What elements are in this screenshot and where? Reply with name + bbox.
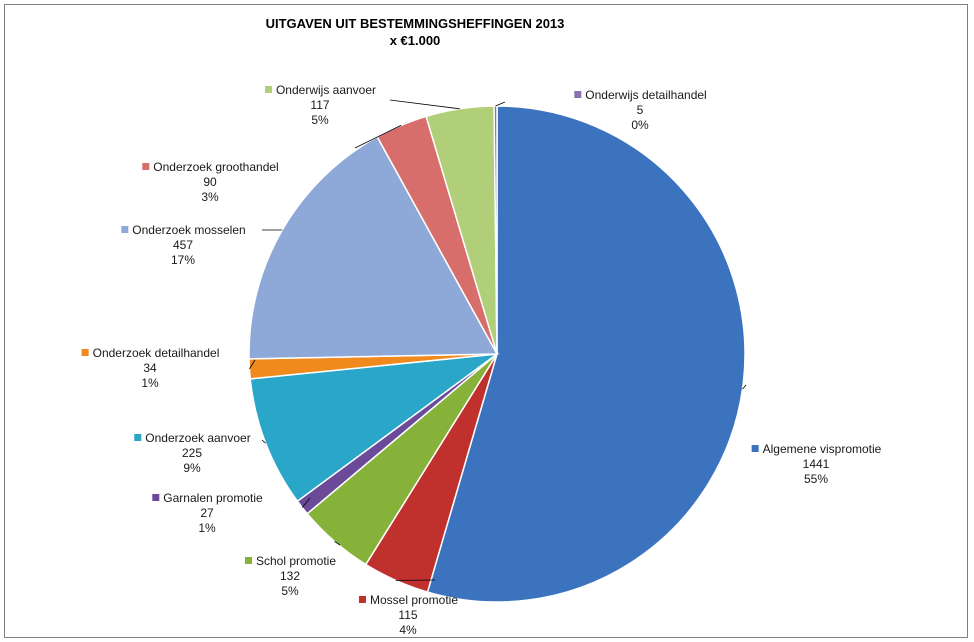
slice-name-label: Onderzoek groothandel xyxy=(153,160,278,174)
slice-percent-label: 5% xyxy=(281,584,299,598)
leader-lines xyxy=(249,99,747,581)
legend-swatch xyxy=(142,163,150,170)
slice-percent-label: 9% xyxy=(183,461,201,475)
slice-percent-label: 1% xyxy=(141,376,159,390)
leader-line-onderwijs-aanvoer xyxy=(389,99,460,110)
slice-value-label: 90 xyxy=(203,175,217,189)
legend-swatch xyxy=(751,445,759,452)
pie-slices xyxy=(248,105,746,603)
slice-value-label: 1441 xyxy=(803,457,830,471)
slice-name-label: Onderzoek aanvoer xyxy=(145,431,250,445)
slice-name-label: Garnalen promotie xyxy=(163,491,263,505)
slice-name-label: Algemene vispromotie xyxy=(763,442,882,456)
slice-percent-label: 0% xyxy=(631,118,649,132)
slice-percent-label: 4% xyxy=(399,623,417,637)
chart-frame xyxy=(4,4,968,638)
legend-swatch xyxy=(358,596,366,603)
slice-value-label: 457 xyxy=(173,238,193,252)
slice-value-label: 27 xyxy=(200,506,214,520)
leader-line-onderzoek-aanvoer xyxy=(261,439,266,444)
legend-swatch xyxy=(264,86,272,93)
slice-name-label: Mossel promotie xyxy=(370,593,458,607)
slice-name-label: Schol promotie xyxy=(256,554,336,568)
legend-swatch xyxy=(574,91,582,98)
slice-name-label: Onderzoek mosselen xyxy=(132,223,245,237)
leader-line-onderzoek-detailhandel xyxy=(249,359,256,370)
legend-swatch xyxy=(134,434,142,441)
legend-swatch xyxy=(81,349,89,356)
leader-line-onderzoek-groothandel xyxy=(354,124,402,149)
pie-slice-onderzoek-mosselen xyxy=(248,135,499,360)
slice-percent-label: 55% xyxy=(804,472,828,486)
chart-subtitle: x €1.000 xyxy=(390,33,441,48)
leader-line-garnalen-promotie xyxy=(301,497,311,508)
slice-value-label: 34 xyxy=(143,361,157,375)
leader-line-onderwijs-detailhandel xyxy=(495,101,506,107)
chart-title: UITGAVEN UIT BESTEMMINGSHEFFINGEN 2013 xyxy=(266,16,565,31)
slice-percent-label: 17% xyxy=(171,253,195,267)
legend-swatch xyxy=(244,557,252,564)
leader-line-algemene-vispromotie xyxy=(742,384,747,390)
slice-value-label: 5 xyxy=(637,103,644,117)
pie-slice-onderzoek-aanvoer xyxy=(249,352,500,503)
legend-swatch xyxy=(152,494,160,501)
slice-percent-label: 3% xyxy=(201,190,219,204)
legend-swatch xyxy=(121,226,129,233)
slice-percent-label: 1% xyxy=(198,521,216,535)
leader-line-schol-promotie xyxy=(334,541,341,546)
slice-value-label: 117 xyxy=(310,98,329,112)
slice-name-label: Onderzoek detailhandel xyxy=(93,346,220,360)
slice-name-label: Onderwijs aanvoer xyxy=(276,83,376,97)
slice-value-label: 115 xyxy=(398,608,417,622)
slice-name-label: Onderwijs detailhandel xyxy=(585,88,706,102)
pie-slice-onderwijs-detailhandel xyxy=(493,105,498,355)
slice-percent-label: 5% xyxy=(311,113,329,127)
slice-value-label: 132 xyxy=(280,569,300,583)
pie-slice-algemene-vispromotie xyxy=(426,105,746,603)
slice-value-label: 225 xyxy=(182,446,202,460)
